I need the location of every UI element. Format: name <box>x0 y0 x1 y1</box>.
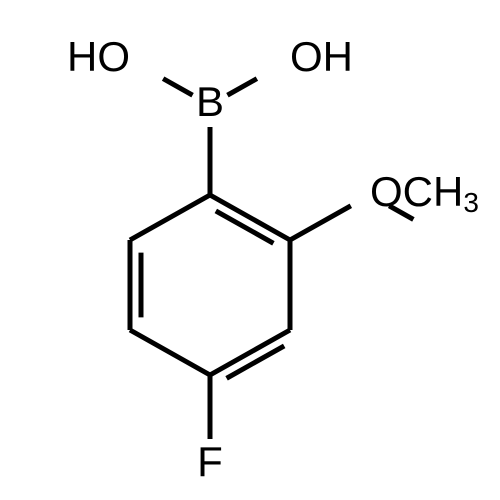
atom-label-OH_right: OH <box>290 33 353 80</box>
molecule-diagram: B HO OH OCH3 F <box>0 0 500 500</box>
bond-ring_tr-O_meo <box>290 206 351 240</box>
atom-label-B: B <box>196 78 224 125</box>
bond-ring_bottom-ring_bl <box>130 330 210 375</box>
atom-label-F: F <box>197 438 223 485</box>
bond-ring_top-ring_tr-outer <box>210 195 290 240</box>
bonds-layer <box>130 79 413 439</box>
bond-B-OH_right <box>227 79 256 96</box>
atom-label-HO_left: HO <box>67 33 130 80</box>
bond-ring_br-ring_bottom-outer <box>210 330 290 375</box>
bond-ring_tl-ring_top <box>130 195 210 240</box>
atom-label-O_meo: OCH3 <box>370 168 479 218</box>
bond-B-HO_left <box>163 79 192 96</box>
